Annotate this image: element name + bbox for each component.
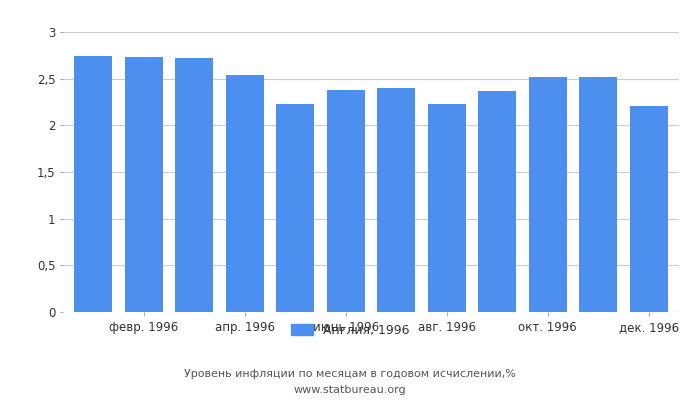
Bar <box>226 75 264 312</box>
Bar <box>630 106 668 312</box>
Bar <box>580 77 617 312</box>
Text: www.statbureau.org: www.statbureau.org <box>294 385 406 395</box>
Bar <box>74 56 112 312</box>
Legend: Англия, 1996: Англия, 1996 <box>286 319 414 342</box>
Text: Уровень инфляции по месяцам в годовом исчислении,%: Уровень инфляции по месяцам в годовом ис… <box>184 369 516 379</box>
Bar <box>428 104 466 312</box>
Bar <box>276 104 314 312</box>
Bar <box>327 90 365 312</box>
Bar <box>528 77 567 312</box>
Bar <box>478 91 516 312</box>
Bar <box>125 57 162 312</box>
Bar <box>377 88 415 312</box>
Bar <box>175 58 214 312</box>
